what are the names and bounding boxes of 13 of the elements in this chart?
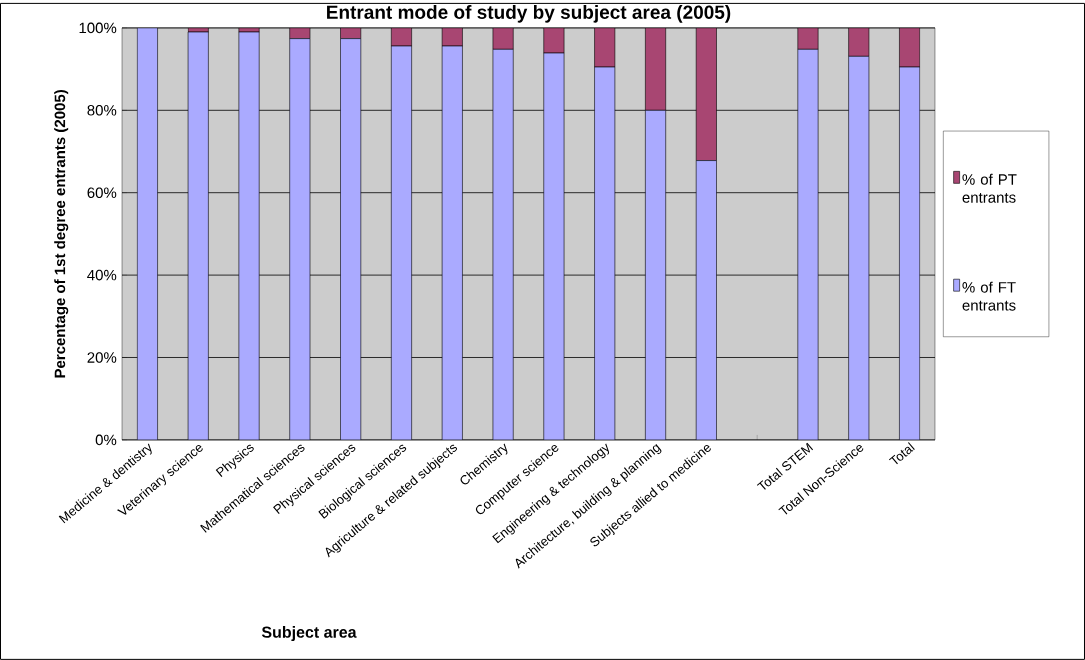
bar bbox=[695, 27, 717, 161]
y-axis-title: Percentage of 1st degree entrants (2005) bbox=[54, 90, 69, 378]
y-tick-label: 60% bbox=[87, 187, 117, 199]
y-tick-label: 40% bbox=[87, 269, 117, 281]
y-tick-label: 100% bbox=[79, 22, 117, 34]
bar bbox=[645, 27, 666, 111]
legend-label: % of PT entrants bbox=[962, 173, 1017, 203]
legend-label: % of FT entrants bbox=[962, 281, 1016, 311]
y-tick-label: 80% bbox=[87, 105, 117, 116]
chart-title: Entrant mode of study by subject area (2005) bbox=[327, 5, 731, 23]
x-tick-label: Total bbox=[888, 442, 915, 465]
x-axis-title: Subject area bbox=[261, 626, 357, 642]
y-tick-label: 20% bbox=[87, 352, 117, 363]
